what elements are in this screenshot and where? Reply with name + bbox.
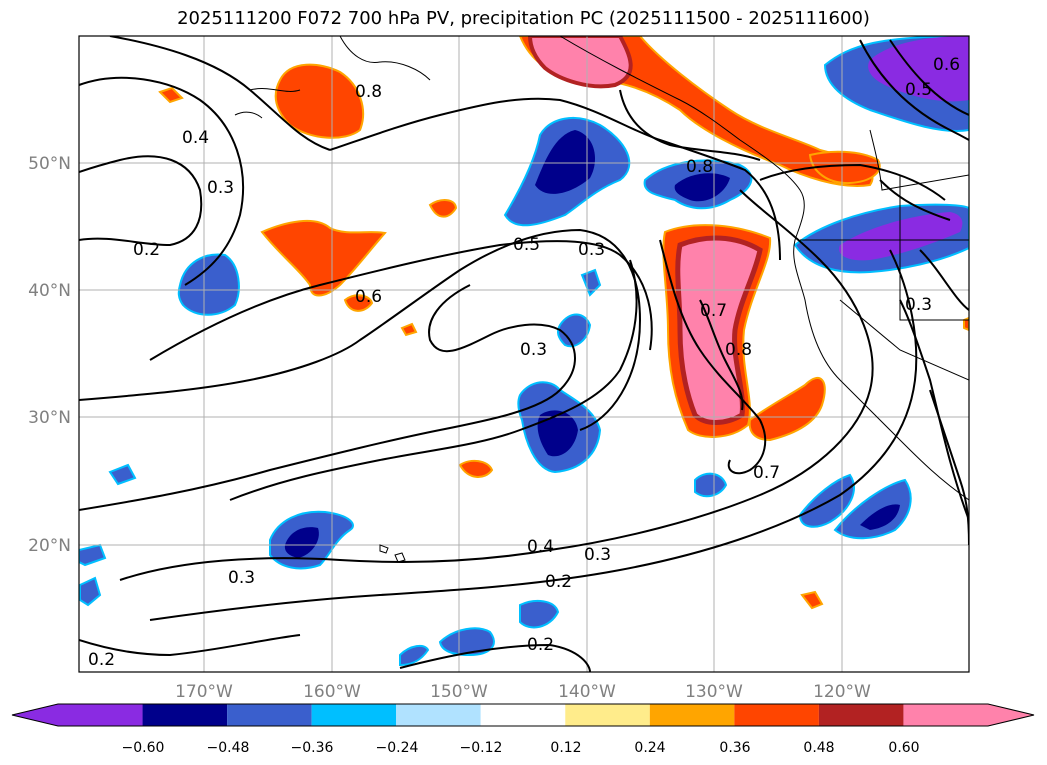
contour-label: 0.3	[578, 240, 605, 260]
contour-labels: 0.4 0.3 0.2 0.8 0.5 0.6 0.3 0.3 0.8 0.7 …	[88, 55, 960, 670]
colorbar-segment	[480, 704, 566, 726]
contour-label: 0.7	[700, 301, 727, 321]
contour-label: 0.5	[513, 235, 540, 255]
lat-label: 20°N	[28, 536, 71, 556]
contour-label: 0.3	[520, 340, 547, 360]
colorbar-tick-label: −0.12	[460, 740, 503, 756]
pv-contours	[79, 36, 969, 672]
colorbar-segment	[649, 704, 735, 726]
colorbar-labels: −0.60 −0.48 −0.36 −0.24 −0.12 0.12 0.24 …	[122, 740, 920, 756]
colorbar-segment	[227, 704, 312, 726]
lat-label: 40°N	[28, 281, 71, 301]
colorbar-tick-label: 0.48	[803, 740, 834, 756]
lon-label: 140°W	[558, 682, 616, 702]
coastlines	[234, 36, 969, 563]
contour-label: 0.3	[228, 568, 255, 588]
colorbar-outline	[11, 703, 1035, 727]
precip-area-west	[260, 220, 387, 297]
lon-label: 150°W	[430, 682, 488, 702]
lat-label: 50°N	[28, 154, 71, 174]
contour-label: 0.8	[686, 157, 713, 177]
contour-label: 0.8	[725, 340, 752, 360]
colorbar-tick-label: −0.48	[207, 740, 250, 756]
colorbar-tick-label: 0.36	[719, 740, 750, 756]
contour-label: 0.7	[753, 463, 780, 483]
contour-label: 0.2	[527, 635, 554, 655]
contour-label: 0.3	[207, 178, 234, 198]
colorbar-segment	[734, 704, 819, 726]
colorbar-segment	[565, 704, 650, 726]
colorbar-extend-min	[12, 704, 58, 726]
contour-label: 0.2	[88, 650, 115, 670]
lon-label: 130°W	[685, 682, 743, 702]
precip-area-southeast	[748, 377, 826, 442]
colorbar-tick-label: −0.24	[376, 740, 419, 756]
precip-core-bc	[527, 36, 633, 89]
map-frame	[78, 35, 970, 673]
latitude-labels: 50°N 40°N 30°N 20°N	[28, 154, 71, 556]
contour-label: 0.2	[133, 240, 160, 260]
lon-label: 170°W	[175, 682, 233, 702]
contour-label: 0.3	[905, 295, 932, 315]
precip-area-alaska	[274, 63, 365, 139]
colorbar-segment	[58, 704, 143, 726]
colorbar-extend-max	[988, 704, 1034, 726]
colorbar-tick-label: −0.36	[291, 740, 334, 756]
colorbar-segment	[903, 704, 988, 726]
colorbar-segment	[396, 704, 481, 726]
contour-label: 0.6	[933, 55, 960, 75]
lon-label: 120°W	[813, 682, 871, 702]
contour-label: 0.6	[355, 287, 382, 307]
map-title: 2025111200 F072 700 hPa PV, precipitatio…	[177, 8, 870, 29]
gridlines	[79, 36, 969, 672]
colorbar-tick-label: 0.24	[634, 740, 665, 756]
precip-core-central	[675, 235, 763, 425]
colorbar-tick-label: −0.60	[122, 740, 165, 756]
contour-label: 0.8	[355, 82, 382, 102]
colorbar-tick-label: 0.60	[888, 740, 919, 756]
contour-label: 0.4	[527, 537, 554, 557]
longitude-labels: 170°W 160°W 150°W 140°W 130°W 120°W	[175, 682, 871, 702]
colorbar-tick-label: 0.12	[550, 740, 581, 756]
colorbar	[11, 703, 1035, 727]
contour-label: 0.3	[584, 545, 611, 565]
lon-label: 160°W	[303, 682, 361, 702]
precip-positive-anomalies	[158, 36, 969, 610]
colorbar-segment	[311, 704, 397, 726]
map-panel: 0.4 0.3 0.2 0.8 0.5 0.6 0.3 0.3 0.8 0.7 …	[79, 36, 969, 672]
colorbar-segment	[142, 704, 228, 726]
lat-label: 30°N	[28, 408, 71, 428]
colorbar-segment	[818, 704, 904, 726]
contour-label: 0.2	[545, 572, 572, 592]
contour-label: 0.4	[182, 128, 209, 148]
contour-label: 0.5	[905, 80, 932, 100]
